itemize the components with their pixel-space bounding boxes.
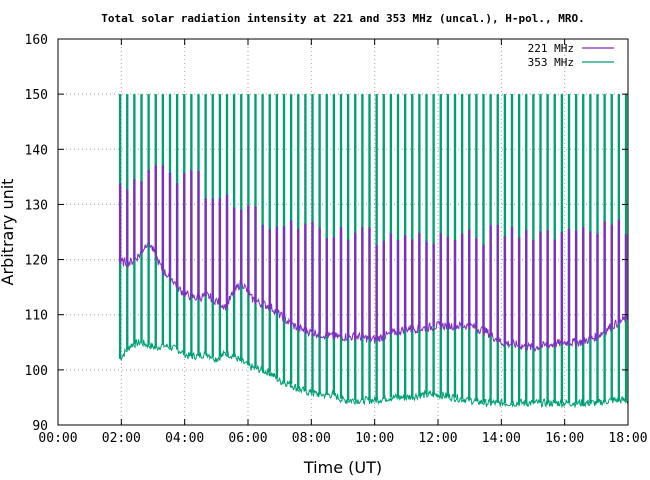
x-tick-label: 06:00 — [228, 431, 267, 446]
plot-frame — [57, 38, 629, 426]
legend-label: 353 MHz — [528, 56, 574, 69]
series-line — [119, 338, 629, 409]
legend-label: 221 MHz — [528, 42, 574, 55]
y-axis-label: Arbitrary unit — [0, 179, 17, 286]
y-tick-label: 110 — [25, 309, 48, 324]
x-tick-label: 10:00 — [355, 431, 394, 446]
y-tick-label: 120 — [25, 254, 48, 269]
chart-title: Total solar radiation intensity at 221 a… — [101, 12, 584, 25]
y-tick-label: 150 — [25, 88, 48, 103]
x-tick-label: 02:00 — [102, 431, 141, 446]
y-tick-label: 140 — [25, 143, 48, 158]
grid — [58, 39, 628, 425]
series-221-mhz — [118, 165, 629, 353]
x-tick-label: 08:00 — [292, 431, 331, 446]
tick-labels: 90 100 110 120 130 140 150 160 00:00 02:00 04:00 06… — [25, 33, 648, 446]
series-353-mhz — [118, 94, 629, 409]
series-layer — [118, 94, 629, 409]
y-tick-label: 130 — [25, 198, 48, 213]
y-tick-label: 100 — [25, 364, 48, 379]
y-tick-label: 90 — [32, 419, 48, 434]
x-tick-label: 16:00 — [545, 431, 584, 446]
series-line — [119, 237, 629, 353]
x-axis-label: Time (UT) — [303, 458, 382, 477]
x-tick-label: 12:00 — [418, 431, 457, 446]
x-tick-label: 00:00 — [38, 431, 77, 446]
x-tick-label: 04:00 — [165, 431, 204, 446]
x-tick-label: 18:00 — [608, 431, 647, 446]
y-tick-label: 160 — [25, 33, 48, 48]
x-tick-label: 14:00 — [482, 431, 521, 446]
